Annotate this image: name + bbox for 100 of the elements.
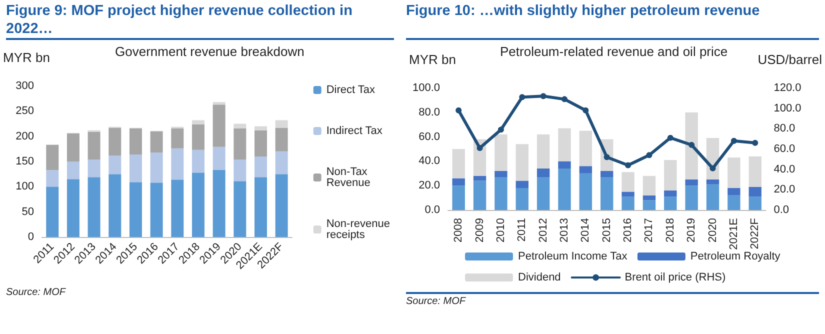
bar: [685, 180, 698, 186]
y-tick-label: 60.0: [418, 130, 440, 143]
bar: [494, 170, 508, 178]
source-note: Source: MOF: [6, 287, 67, 298]
bar: [748, 186, 762, 197]
bar: [536, 177, 550, 210]
y-tick-label: 0.0: [424, 204, 440, 216]
bar: [706, 184, 720, 210]
bar: [171, 180, 184, 237]
point: [710, 165, 716, 172]
bar: [494, 177, 508, 210]
legend-label: Dividend: [518, 272, 561, 284]
y2-tick-label: 60.0: [774, 143, 796, 155]
bar: [579, 130, 592, 166]
bar: [685, 112, 698, 180]
bar: [234, 128, 246, 160]
bar: [88, 132, 100, 160]
bar: [46, 144, 59, 170]
x-tick-label: 2019: [686, 218, 698, 242]
bar: [66, 162, 80, 180]
y-axis-title: MYR bn: [409, 52, 456, 67]
x-tick-label: 2015: [600, 218, 613, 242]
x-tick-label: 2009: [474, 218, 486, 242]
bar: [706, 180, 720, 184]
bar: [642, 176, 656, 196]
bar: [66, 179, 80, 237]
bar: [642, 200, 656, 210]
legend-label: Petroleum Royalty: [690, 250, 781, 262]
bar: [46, 170, 59, 187]
bar: [748, 156, 762, 187]
bar: [473, 176, 486, 181]
point: [604, 154, 610, 160]
bar: [171, 148, 184, 180]
y-tick-label: 150: [16, 156, 34, 168]
bar: [150, 131, 163, 152]
legend-label: Petroleum Income Tax: [518, 250, 628, 262]
y-tick-label: 20.0: [418, 180, 440, 192]
y-tick-label: 0: [28, 231, 34, 243]
bar: [254, 126, 267, 130]
bar: [536, 134, 550, 169]
y2-tick-label: 40.0: [774, 163, 796, 176]
x-tick-label: 2021E: [728, 218, 740, 250]
y2-tick-label: 20.0: [774, 184, 796, 196]
legend-label: Direct Tax: [326, 84, 376, 96]
y-tick-label: 50: [22, 206, 34, 218]
bar: [452, 178, 465, 186]
legend-label: Indirect Tax: [326, 125, 383, 137]
bar: [622, 196, 634, 210]
point: [562, 96, 568, 102]
point: [476, 144, 483, 151]
bar: [192, 150, 204, 173]
bar: [275, 128, 288, 152]
chart-subtitle: Government revenue breakdown: [115, 44, 304, 59]
y2-axis-title: USD/barrel: [758, 52, 822, 67]
y-tick-label: 40.0: [418, 155, 440, 168]
legend-label: Non-revenue receipts: [326, 218, 394, 241]
bar: [171, 128, 184, 148]
bar: [642, 195, 656, 200]
bar: [664, 190, 677, 197]
point: [540, 93, 546, 100]
y-axis-title: MYR bn: [2, 50, 50, 65]
y-tick-label: 250: [16, 105, 34, 118]
x-tick-label: 2014: [580, 218, 592, 242]
y2-tick-label: 80.0: [774, 122, 796, 135]
source-note: Source: MOF: [406, 296, 467, 307]
bar: [536, 168, 550, 178]
bar: [516, 144, 528, 181]
point: [646, 152, 652, 158]
bar: [622, 172, 634, 192]
bar: [254, 130, 267, 156]
y2-tick-label: 0.0: [774, 204, 789, 216]
chart-subtitle: Petroleum-related revenue and oil price: [500, 44, 728, 59]
bar: [664, 196, 677, 210]
bar: [664, 160, 677, 190]
y-tick-label: 100: [16, 180, 34, 193]
bar: [473, 180, 486, 210]
bar: [748, 196, 762, 210]
y2-tick-label: 120.0: [774, 82, 802, 94]
bar: [494, 134, 508, 171]
bar: [46, 186, 59, 237]
x-tick-label: 2020: [706, 218, 719, 242]
bar: [685, 186, 698, 210]
x-tick-label: 2011: [516, 218, 528, 242]
point: [625, 162, 632, 168]
y-tick-label: 200: [16, 130, 34, 142]
bar: [212, 104, 226, 147]
bar: [579, 166, 592, 174]
bar: [254, 177, 267, 237]
y-tick-label: 80.0: [418, 106, 440, 118]
point: [667, 134, 674, 141]
bar: [150, 152, 163, 183]
bar: [728, 158, 740, 188]
bar: [558, 161, 571, 169]
point: [688, 142, 695, 148]
y-tick-label: 100.0: [412, 82, 440, 94]
x-tick-label: 2013: [558, 218, 570, 242]
bar: [212, 146, 226, 170]
bar: [129, 154, 142, 182]
bar: [558, 128, 571, 162]
bar: [600, 170, 614, 178]
